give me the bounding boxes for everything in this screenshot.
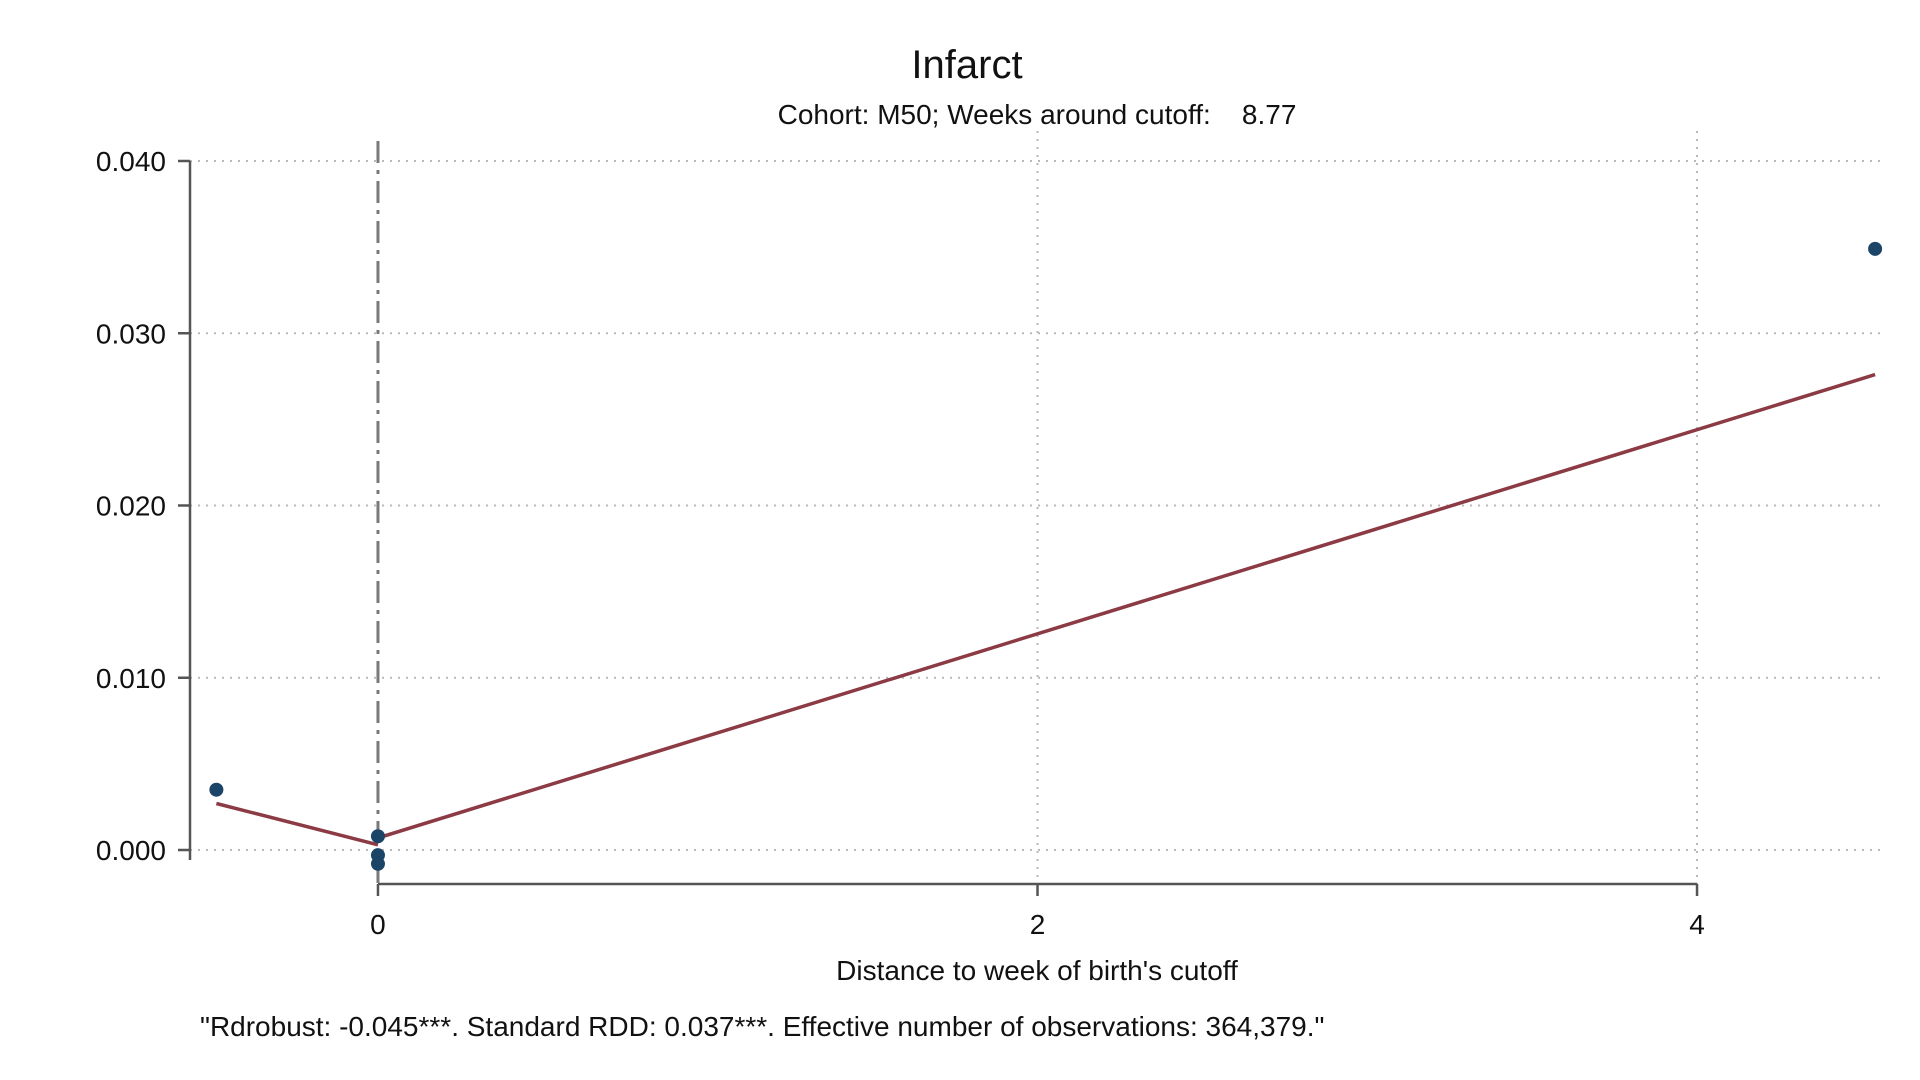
fit-line-segment (215, 801, 379, 847)
data-point (209, 782, 224, 797)
fit-lines (215, 372, 1876, 847)
axes (178, 159, 1699, 896)
y-tick-labels: 0.000 0.010 0.020 0.030 0.040 (96, 146, 166, 866)
data-point (1868, 241, 1883, 256)
y-tick-label: 0.000 (96, 835, 166, 866)
chart-subtitle: Cohort: M50; Weeks around cutoff: 8.77 (778, 99, 1297, 130)
data-point (370, 829, 385, 844)
chart-title: Infarct (911, 43, 1022, 87)
x-tick-labels: 0 2 4 (370, 909, 1705, 940)
y-tick-label: 0.010 (96, 663, 166, 694)
data-point (370, 856, 385, 871)
y-tick-label: 0.030 (96, 318, 166, 349)
y-tick-label: 0.040 (96, 146, 166, 177)
y-tick-label: 0.020 (96, 491, 166, 522)
chart-note: "Rdrobust: -0.045***. Standard RDD: 0.03… (200, 1011, 1324, 1042)
x-axis-label: Distance to week of birth's cutoff (836, 955, 1238, 986)
fit-line-segment (377, 372, 1876, 840)
x-tick-label: 0 (370, 909, 386, 940)
gridlines (190, 131, 1885, 884)
data-points (209, 241, 1883, 871)
x-tick-label: 2 (1030, 909, 1046, 940)
x-tick-label: 4 (1689, 909, 1705, 940)
